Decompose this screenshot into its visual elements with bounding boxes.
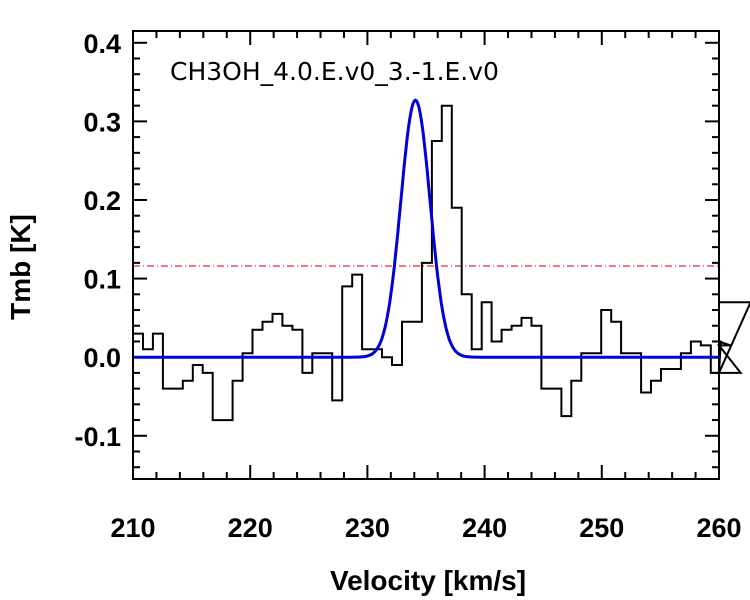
tick-labels: 210 220 230 240 250 260 -0.1 0.0 0.1 0.2 0.3 0.4 [74,29,741,543]
x-axis-title: Velocity [km/s] [330,565,526,596]
y-tick-label: 0.4 [83,29,121,59]
x-tick-label: 240 [462,513,507,543]
x-tick-label: 220 [228,513,273,543]
x-tick-label: 260 [696,513,741,543]
plot-data [133,98,750,422]
y-tick-label: -0.1 [74,422,121,452]
gaussian-fit-line [133,98,719,359]
y-tick-label: 0.1 [83,265,121,295]
y-tick-label: 0.3 [83,107,121,137]
spectrum-histogram [133,104,750,422]
plot-frame [132,30,720,480]
x-tick-label: 210 [110,513,155,543]
y-axis-title: Tmb [K] [5,214,36,320]
x-tick-label: 250 [579,513,624,543]
tick-marks [132,31,720,479]
y-tick-label: 0.0 [83,343,121,373]
y-tick-label: 0.2 [83,186,121,216]
plot-title: CH3OH_4.0.E.v0_3.-1.E.v0 [170,57,499,86]
x-tick-label: 230 [345,513,390,543]
